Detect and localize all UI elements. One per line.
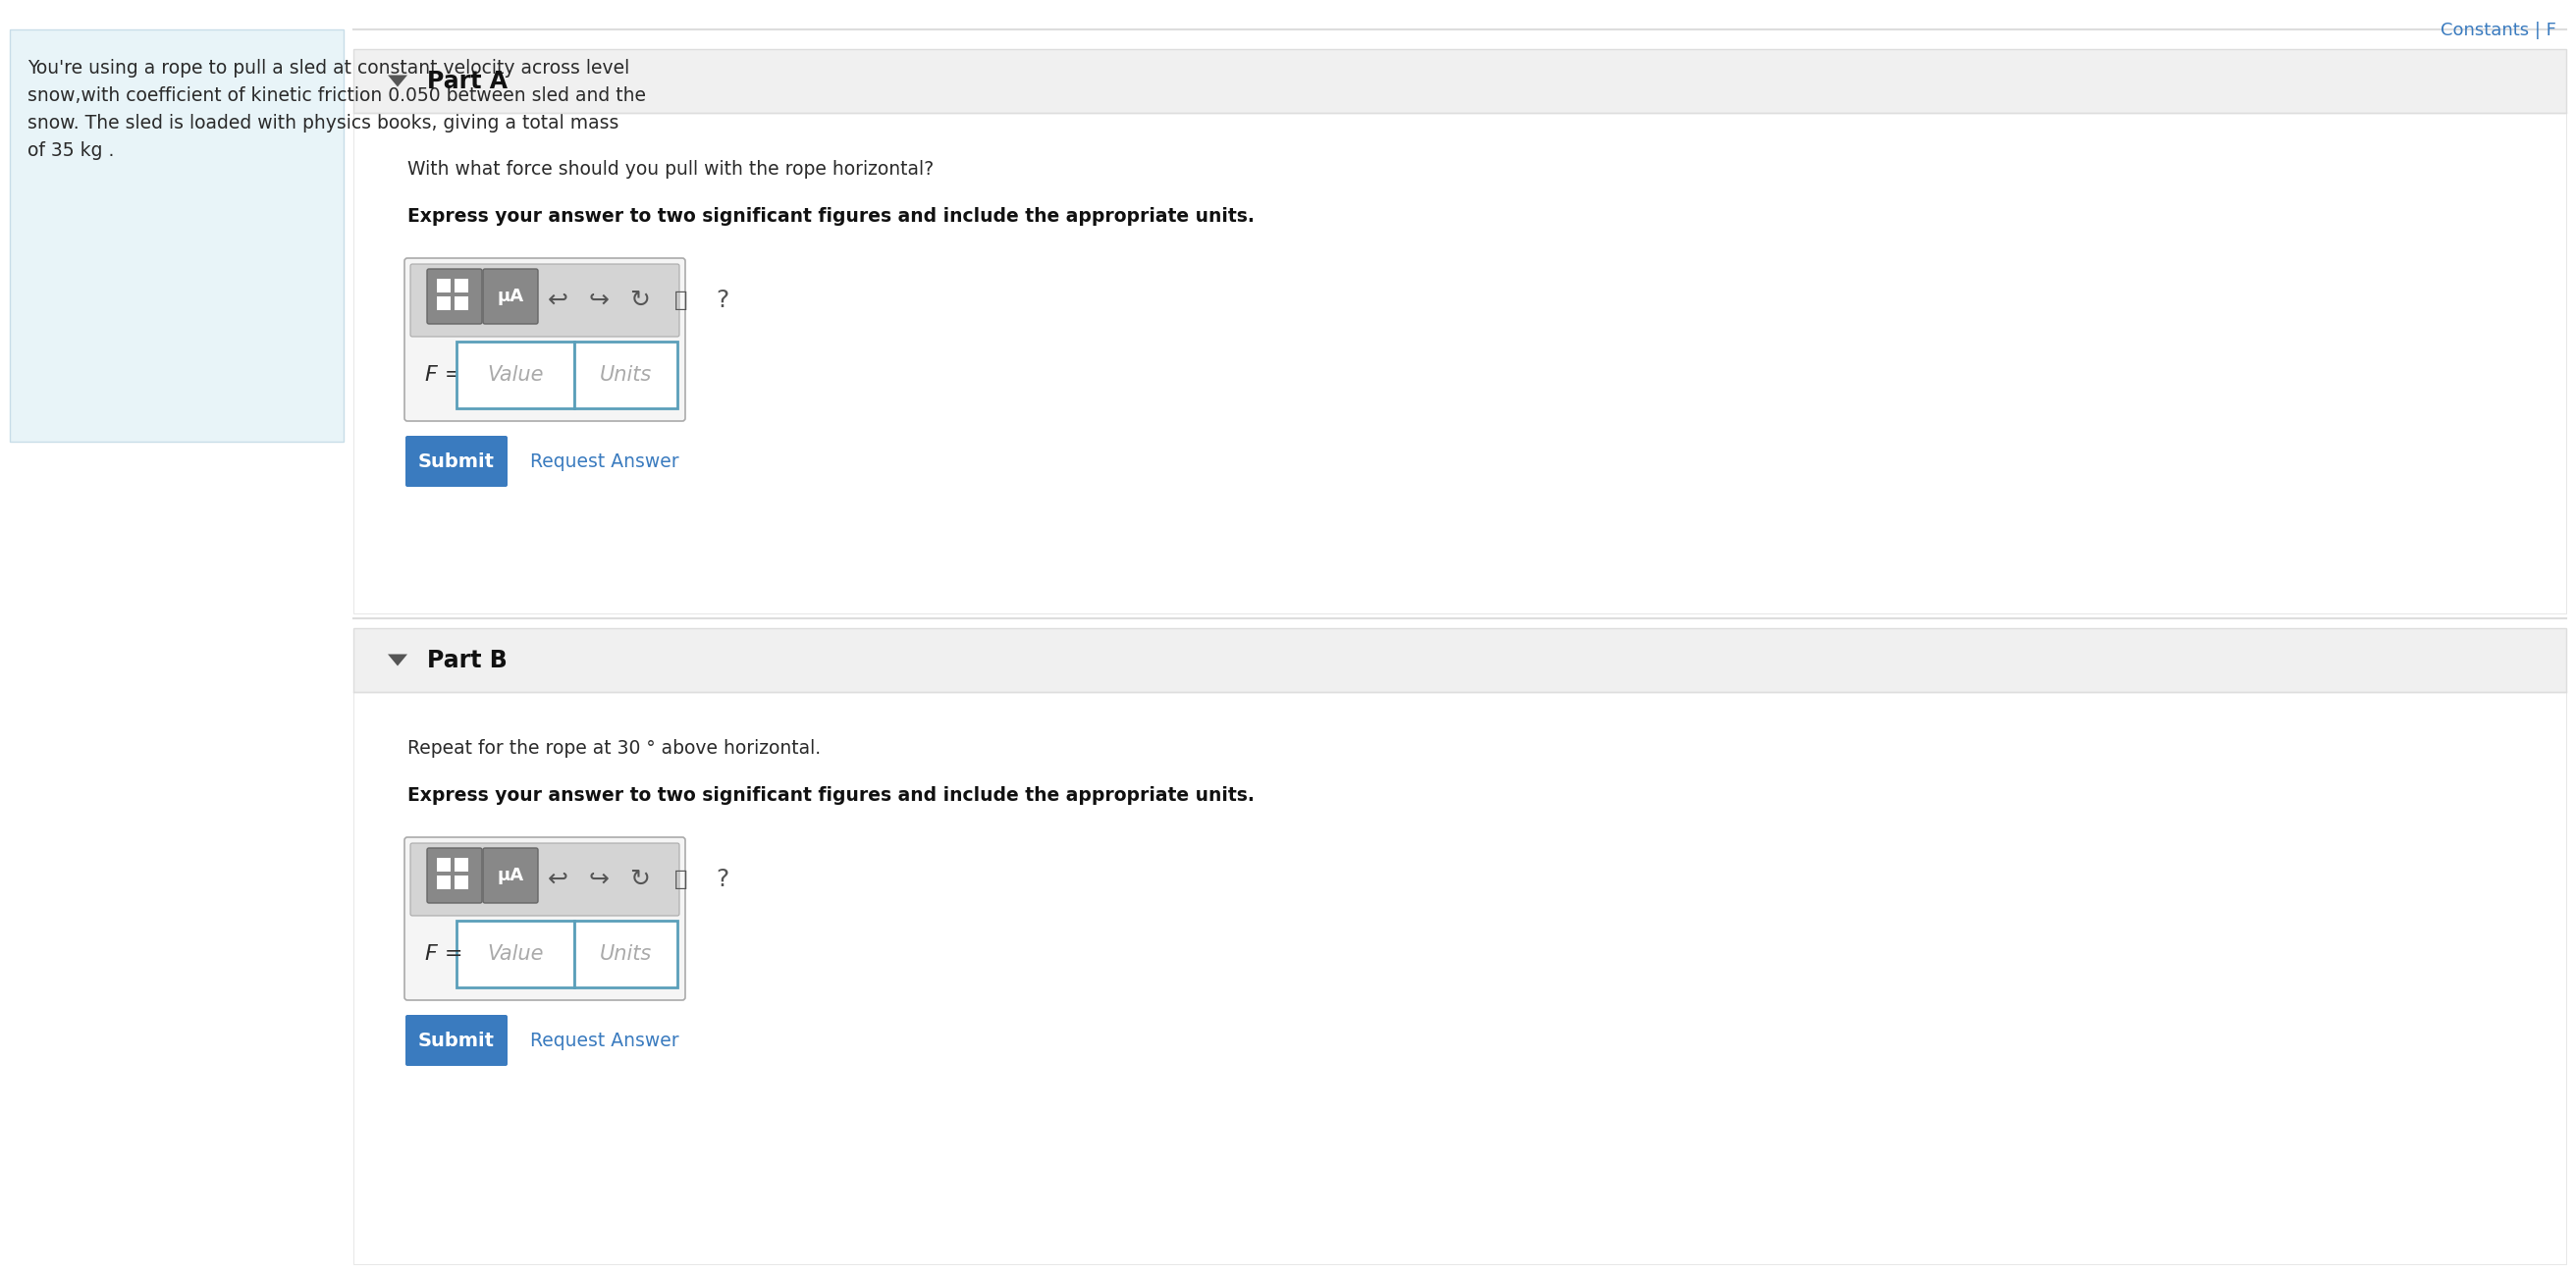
Text: Units: Units [600, 944, 652, 964]
FancyBboxPatch shape [484, 269, 538, 324]
Text: Request Answer: Request Answer [531, 1031, 680, 1050]
FancyBboxPatch shape [453, 857, 469, 871]
FancyBboxPatch shape [453, 279, 469, 293]
FancyBboxPatch shape [456, 341, 574, 408]
Text: Request Answer: Request Answer [531, 452, 680, 470]
FancyBboxPatch shape [353, 50, 2566, 113]
Text: μA: μA [497, 866, 523, 884]
Text: ↪: ↪ [587, 868, 608, 892]
Text: ↩: ↩ [546, 868, 567, 892]
FancyBboxPatch shape [574, 921, 677, 987]
FancyBboxPatch shape [353, 692, 2566, 1264]
FancyBboxPatch shape [453, 297, 469, 310]
Text: Part B: Part B [428, 648, 507, 671]
FancyBboxPatch shape [353, 628, 2566, 692]
FancyBboxPatch shape [438, 297, 451, 310]
FancyBboxPatch shape [438, 875, 451, 889]
Polygon shape [389, 654, 407, 666]
FancyBboxPatch shape [438, 857, 451, 871]
Text: ?: ? [716, 289, 729, 312]
FancyBboxPatch shape [353, 113, 2566, 614]
Text: ↻: ↻ [629, 868, 649, 892]
Text: Repeat for the rope at 30 ° above horizontal.: Repeat for the rope at 30 ° above horizo… [407, 739, 822, 758]
FancyBboxPatch shape [428, 269, 482, 324]
Text: F =: F = [425, 366, 464, 385]
Text: ↪: ↪ [587, 289, 608, 312]
Text: ⎙: ⎙ [675, 290, 688, 310]
Text: ?: ? [716, 868, 729, 892]
FancyBboxPatch shape [404, 1015, 507, 1066]
Text: Submit: Submit [417, 1031, 495, 1050]
Text: Submit: Submit [417, 452, 495, 470]
Text: Value: Value [487, 944, 544, 964]
Text: Express your answer to two significant figures and include the appropriate units: Express your answer to two significant f… [407, 786, 1255, 805]
Text: ↻: ↻ [629, 289, 649, 312]
Text: Units: Units [600, 366, 652, 385]
FancyBboxPatch shape [10, 29, 343, 442]
Text: You're using a rope to pull a sled at constant velocity across level
snow,with c: You're using a rope to pull a sled at co… [28, 59, 647, 161]
FancyBboxPatch shape [410, 264, 680, 336]
Text: μA: μA [497, 288, 523, 306]
FancyBboxPatch shape [410, 843, 680, 916]
FancyBboxPatch shape [404, 436, 507, 487]
FancyBboxPatch shape [428, 848, 482, 903]
FancyBboxPatch shape [484, 848, 538, 903]
Text: Part A: Part A [428, 69, 507, 93]
FancyBboxPatch shape [456, 921, 574, 987]
Text: Constants | F: Constants | F [2439, 22, 2555, 39]
Text: ↩: ↩ [546, 289, 567, 312]
FancyBboxPatch shape [453, 875, 469, 889]
FancyBboxPatch shape [404, 259, 685, 422]
FancyBboxPatch shape [404, 837, 685, 1000]
FancyBboxPatch shape [438, 279, 451, 293]
Text: F =: F = [425, 944, 464, 964]
FancyBboxPatch shape [574, 341, 677, 408]
Text: Value: Value [487, 366, 544, 385]
Polygon shape [389, 75, 407, 87]
Text: With what force should you pull with the rope horizontal?: With what force should you pull with the… [407, 161, 933, 178]
Text: Express your answer to two significant figures and include the appropriate units: Express your answer to two significant f… [407, 208, 1255, 225]
Text: ⎙: ⎙ [675, 870, 688, 889]
